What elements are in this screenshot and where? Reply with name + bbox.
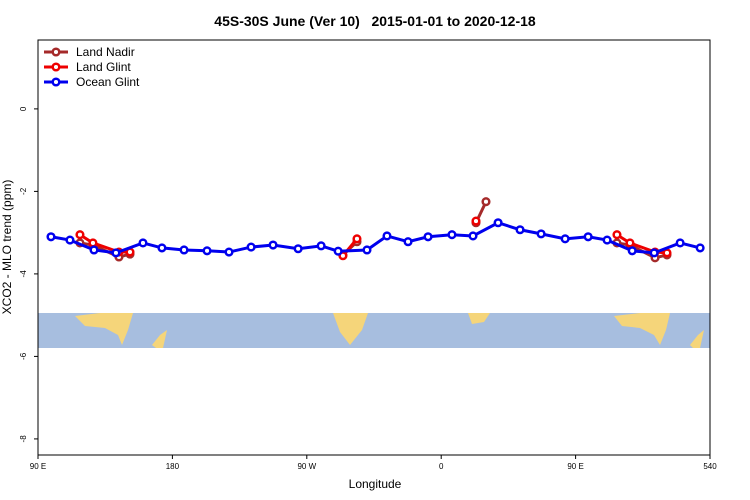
x-axis-label: Longitude [349,477,402,491]
x-tick-label: 90 W [297,462,316,471]
data-point [515,225,525,235]
data-point [481,197,491,207]
data-point [246,242,256,252]
data-point [46,232,56,242]
series-line [616,233,668,255]
data-point [89,245,99,255]
x-tick-label: 540 [703,462,717,471]
data-point [560,234,570,244]
data-point [179,245,189,255]
y-tick-label: -6 [19,352,28,360]
data-point [612,230,622,240]
data-point [362,245,372,255]
data-point [627,246,637,256]
data-point [65,235,75,245]
data-point [583,232,593,242]
plot-frame [37,39,711,456]
data-point [471,216,481,226]
data-point [138,238,148,248]
legend-marker [51,77,61,87]
data-point [649,248,659,258]
y-axis-label: XCO2 - MLO trend (ppm) [0,180,14,315]
chart-title: 45S-30S June (Ver 10) 2015-01-01 to 2020… [214,13,536,29]
x-tick-label: 90 E [567,462,583,471]
data-point [423,232,433,242]
legend-marker [51,62,61,72]
series-line [50,221,701,255]
x-tick-label: 180 [166,462,180,471]
legend-label: Land Nadir [76,45,135,59]
series-line [79,233,130,254]
x-tick-label: 0 [439,462,444,471]
data-point [602,235,612,245]
data-point [111,248,121,258]
data-point [157,243,167,253]
data-point [662,248,672,258]
data-point [403,237,413,247]
data-point [625,238,635,248]
data-point [316,241,326,251]
y-tick-label: -8 [19,435,28,443]
legend-label: Ocean Glint [76,75,140,89]
data-point [333,246,343,256]
data-point [268,240,278,250]
y-tick-label: 0 [19,106,28,111]
x-tick-label: 90 E [30,462,46,471]
data-point [493,218,503,228]
data-point [447,230,457,240]
legend-marker [51,47,61,57]
data-point [293,244,303,254]
data-point [202,246,212,256]
y-tick-label: -4 [19,270,28,278]
data-point [382,231,392,241]
data-point [75,230,85,240]
data-point [224,247,234,257]
data-point [468,231,478,241]
data-point [536,229,546,239]
y-tick-label: -2 [19,187,28,195]
legend-label: Land Glint [76,60,131,74]
data-point [88,238,98,248]
data-point [352,234,362,244]
map-strip [38,313,710,348]
data-point [695,243,705,253]
data-point [675,238,685,248]
